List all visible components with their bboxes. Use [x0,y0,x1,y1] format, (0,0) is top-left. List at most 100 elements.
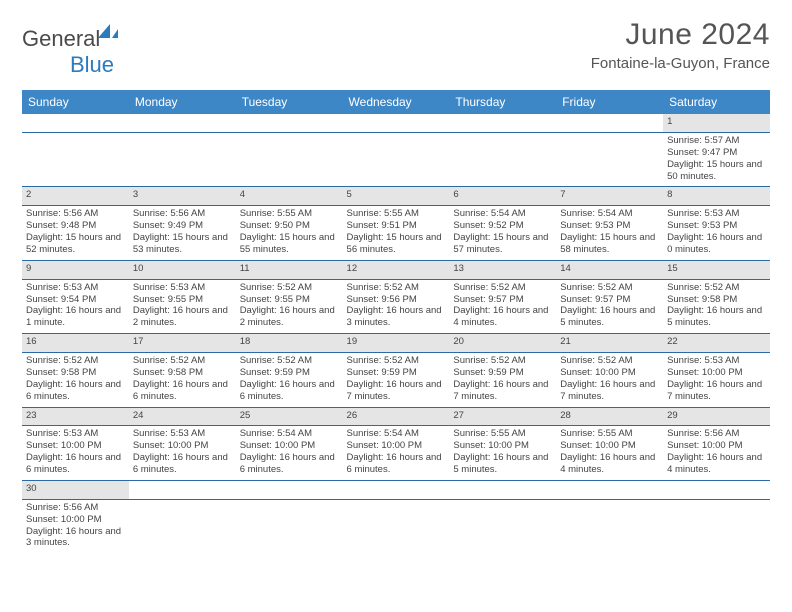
day-number-cell: 23 [22,407,129,426]
logo-text-part1: General [22,26,100,51]
daylight-line: Daylight: 16 hours and 4 minutes. [453,305,552,329]
sunrise-line: Sunrise: 5:52 AM [347,282,446,294]
day-info-cell [236,499,343,553]
sunset-line: Sunset: 9:54 PM [26,294,125,306]
calendar-body: 1Sunrise: 5:57 AMSunset: 9:47 PMDaylight… [22,114,770,553]
day-info-cell: Sunrise: 5:54 AMSunset: 9:53 PMDaylight:… [556,206,663,261]
sunrise-line: Sunrise: 5:53 AM [26,282,125,294]
day-info-row: Sunrise: 5:57 AMSunset: 9:47 PMDaylight:… [22,132,770,187]
day-number-cell: 12 [343,260,450,279]
day-number-cell: 27 [449,407,556,426]
daylight-line: Daylight: 16 hours and 4 minutes. [560,452,659,476]
daylight-line: Daylight: 16 hours and 7 minutes. [667,379,766,403]
logo: GeneralBlue [22,26,124,78]
sunset-line: Sunset: 9:47 PM [667,147,766,159]
day-number-cell [236,480,343,499]
day-info: Sunrise: 5:52 AMSunset: 9:55 PMDaylight:… [240,282,339,330]
daylight-line: Daylight: 16 hours and 7 minutes. [453,379,552,403]
logo-text: GeneralBlue [22,26,124,78]
day-info: Sunrise: 5:52 AMSunset: 9:59 PMDaylight:… [240,355,339,403]
day-number-cell: 3 [129,187,236,206]
sunset-line: Sunset: 10:00 PM [560,440,659,452]
day-number-cell: 6 [449,187,556,206]
day-info-row: Sunrise: 5:56 AMSunset: 9:48 PMDaylight:… [22,206,770,261]
day-info-cell [663,499,770,553]
day-info-cell: Sunrise: 5:52 AMSunset: 9:59 PMDaylight:… [449,353,556,408]
sunset-line: Sunset: 10:00 PM [26,440,125,452]
day-info-cell: Sunrise: 5:54 AMSunset: 9:52 PMDaylight:… [449,206,556,261]
day-number-cell: 28 [556,407,663,426]
weekday-header: Thursday [449,90,556,114]
day-info-cell: Sunrise: 5:55 AMSunset: 9:50 PMDaylight:… [236,206,343,261]
day-number-cell: 19 [343,334,450,353]
day-info-cell [22,132,129,187]
sunrise-line: Sunrise: 5:54 AM [560,208,659,220]
day-info-cell: Sunrise: 5:55 AMSunset: 10:00 PMDaylight… [556,426,663,481]
day-number-cell [129,480,236,499]
day-number-cell: 14 [556,260,663,279]
day-info: Sunrise: 5:53 AMSunset: 9:54 PMDaylight:… [26,282,125,330]
daynum-row: 2345678 [22,187,770,206]
sunrise-line: Sunrise: 5:52 AM [26,355,125,367]
daylight-line: Daylight: 16 hours and 5 minutes. [560,305,659,329]
day-info: Sunrise: 5:53 AMSunset: 9:55 PMDaylight:… [133,282,232,330]
sunrise-line: Sunrise: 5:55 AM [453,428,552,440]
day-number-cell: 13 [449,260,556,279]
sunset-line: Sunset: 10:00 PM [667,367,766,379]
day-number-cell [129,114,236,132]
day-number-cell: 9 [22,260,129,279]
day-number-cell: 24 [129,407,236,426]
weekday-header: Wednesday [343,90,450,114]
sunset-line: Sunset: 9:59 PM [347,367,446,379]
day-info: Sunrise: 5:54 AMSunset: 10:00 PMDaylight… [347,428,446,476]
sunrise-line: Sunrise: 5:54 AM [347,428,446,440]
day-info-cell: Sunrise: 5:55 AMSunset: 9:51 PMDaylight:… [343,206,450,261]
daylight-line: Daylight: 16 hours and 6 minutes. [133,379,232,403]
day-info-row: Sunrise: 5:53 AMSunset: 10:00 PMDaylight… [22,426,770,481]
sunrise-line: Sunrise: 5:52 AM [667,282,766,294]
day-info: Sunrise: 5:56 AMSunset: 9:49 PMDaylight:… [133,208,232,256]
sunset-line: Sunset: 9:59 PM [453,367,552,379]
day-info-row: Sunrise: 5:52 AMSunset: 9:58 PM Daylight:… [22,353,770,408]
day-info: Sunrise: 5:55 AMSunset: 10:00 PMDaylight… [453,428,552,476]
weekday-header-row: Sunday Monday Tuesday Wednesday Thursday… [22,90,770,114]
day-info: Sunrise: 5:52 AMSunset: 9:59 PMDaylight:… [347,355,446,403]
day-number-cell: 25 [236,407,343,426]
day-info-cell [129,499,236,553]
weekday-header: Saturday [663,90,770,114]
daylight-line: Daylight: 16 hours and 6 minutes. [240,379,339,403]
sunset-line: Sunset: 9:53 PM [560,220,659,232]
location: Fontaine-la-Guyon, France [591,55,770,72]
day-info-row: Sunrise: 5:56 AMSunset: 10:00 PMDaylight… [22,499,770,553]
day-info-cell: Sunrise: 5:52 AMSunset: 9:59 PMDaylight:… [236,353,343,408]
daylight-line: Daylight: 16 hours and 7 minutes. [560,379,659,403]
sunset-line: Sunset: 9:57 PM [453,294,552,306]
day-info: Sunrise: 5:52 AMSunset: 9:58 PMDaylight:… [667,282,766,330]
day-number-cell: 10 [129,260,236,279]
header-right: June 2024 Fontaine-la-Guyon, France [591,18,770,72]
sunset-line: Sunset: 9:58 PM [26,367,125,379]
day-number-cell: 2 [22,187,129,206]
day-info-cell: Sunrise: 5:52 AMSunset: 9:57 PMDaylight:… [556,279,663,334]
day-info-cell: Sunrise: 5:52 AMSunset: 9:58 PMDaylight:… [22,353,129,408]
daylight-line: Daylight: 15 hours and 50 minutes. [667,159,766,183]
sunset-line: Sunset: 10:00 PM [133,440,232,452]
day-info-cell: Sunrise: 5:56 AMSunset: 10:00 PMDaylight… [22,499,129,553]
day-number-cell: 29 [663,407,770,426]
daylight-line: Daylight: 16 hours and 6 minutes. [26,452,125,476]
day-info: Sunrise: 5:52 AMSunset: 9:58 PMDaylight:… [26,355,125,403]
day-info-cell: Sunrise: 5:53 AMSunset: 10:00 PMDaylight… [129,426,236,481]
day-info: Sunrise: 5:52 AMSunset: 10:00 PMDaylight… [560,355,659,403]
day-number-cell: 4 [236,187,343,206]
sunrise-line: Sunrise: 5:54 AM [453,208,552,220]
daylight-line: Daylight: 16 hours and 3 minutes. [26,526,125,550]
day-info-cell: Sunrise: 5:57 AMSunset: 9:47 PMDaylight:… [663,132,770,187]
day-info-row: Sunrise: 5:53 AMSunset: 9:54 PM Daylight:… [22,279,770,334]
sunset-line: Sunset: 9:55 PM [133,294,232,306]
day-info-cell: Sunrise: 5:55 AMSunset: 10:00 PMDaylight… [449,426,556,481]
sunrise-line: Sunrise: 5:55 AM [240,208,339,220]
day-number-cell [343,480,450,499]
day-info-cell: Sunrise: 5:54 AMSunset: 10:00 PMDaylight… [343,426,450,481]
day-number-cell: 11 [236,260,343,279]
day-info: Sunrise: 5:56 AMSunset: 10:00 PMDaylight… [26,502,125,550]
